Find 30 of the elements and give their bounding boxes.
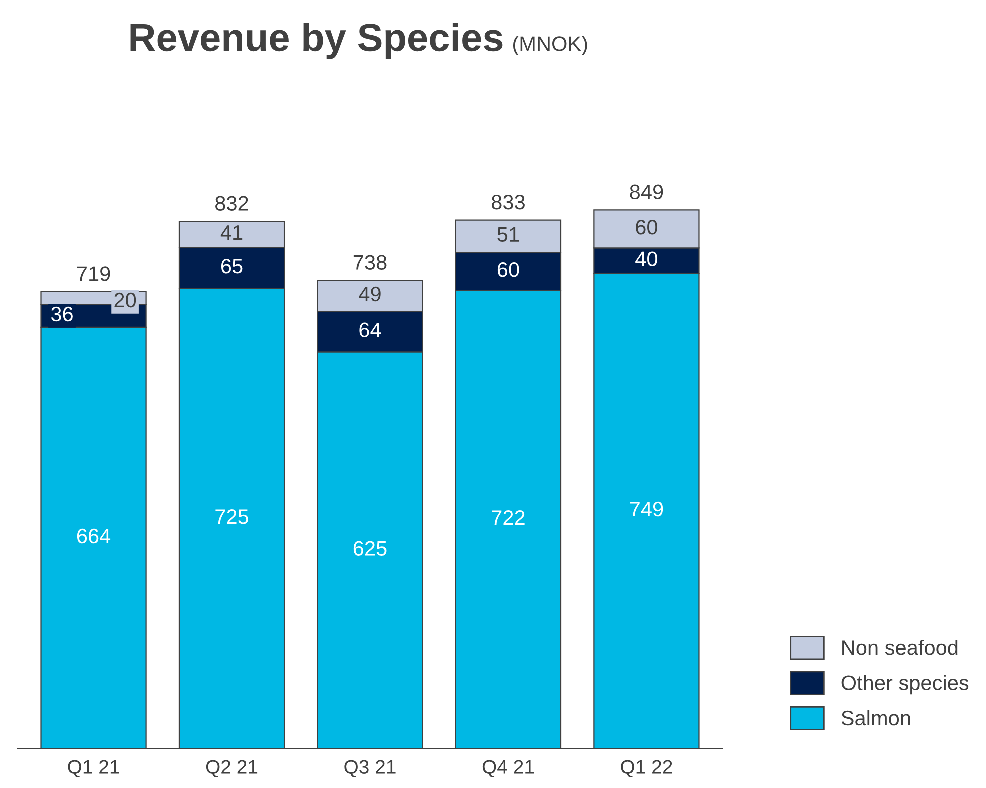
data-label: 664 (77, 528, 111, 544)
total-label: 832 (216, 196, 248, 211)
data-label: 51 (498, 228, 520, 242)
data-label: 625 (354, 541, 387, 556)
data-label: 722 (492, 510, 525, 526)
data-label: 36 (51, 306, 73, 322)
data-label: 65 (221, 259, 243, 274)
data-label: 749 (630, 502, 664, 517)
x-tick-label: Q3 21 (344, 760, 396, 778)
chart-subtitle: (MNOK) (513, 36, 588, 56)
x-tick-label: Q1 21 (68, 760, 120, 778)
data-label: 725 (216, 510, 249, 524)
x-tick-label: Q2 21 (206, 760, 258, 778)
data-label: 64 (360, 322, 382, 338)
x-tick-label: Q1 22 (621, 760, 672, 778)
data-label: 41 (220, 226, 243, 240)
total-label: 833 (492, 194, 525, 210)
x-tick-label: Q4 21 (482, 760, 534, 778)
data-label: 49 (359, 286, 381, 302)
total-label: 719 (77, 266, 110, 282)
data-label: 20 (114, 292, 136, 308)
total-label: 849 (630, 184, 664, 200)
data-label: 60 (636, 220, 658, 235)
data-label: 60 (498, 262, 520, 278)
chart-title: Revenue by Species (130, 23, 503, 60)
data-label: 40 (636, 252, 658, 266)
total-label: 738 (354, 255, 387, 270)
legend-label: Other species (842, 675, 969, 695)
legend-label: Non seafood (842, 640, 958, 656)
legend-label: Salmon (842, 710, 910, 726)
